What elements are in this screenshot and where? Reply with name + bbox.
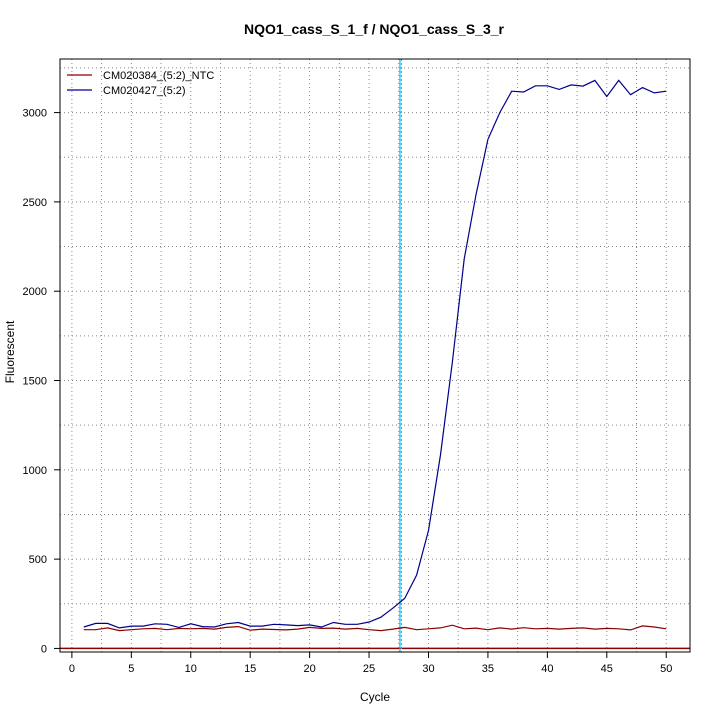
legend-label-2: CM020427_(5:2) [103, 85, 186, 97]
x-axis-ticks: 0 5 10 15 20 25 30 35 40 45 50 [69, 652, 672, 675]
x-tick-label: 45 [601, 663, 613, 675]
y-tick-label: 2500 [23, 197, 47, 209]
chart-title: NQO1_cass_S_1_f / NQO1_cass_S_3_r [244, 21, 505, 37]
x-axis-label: Cycle [360, 690, 390, 704]
x-tick-label: 5 [128, 663, 134, 675]
y-tick-label: 1500 [23, 376, 47, 388]
y-tick-label: 0 [41, 643, 47, 655]
x-tick-label: 35 [482, 663, 494, 675]
series-line-1 [83, 624, 667, 632]
series-line-2 [83, 79, 667, 629]
y-tick-label: 3000 [23, 108, 47, 120]
cycle-marker-line-group [399, 59, 402, 652]
x-tick-label: 30 [422, 663, 434, 675]
y-axis-ticks: 0 500 1000 1500 2000 2500 3000 [23, 108, 60, 655]
legend-label-1: CM020384_(5:2)_NTC [103, 70, 214, 82]
y-tick-label: 2000 [23, 286, 47, 298]
legend: CM020384_(5:2)_NTC CM020427_(5:2) [67, 70, 214, 97]
series-lines [83, 79, 667, 632]
y-tick-label: 500 [29, 554, 47, 566]
x-tick-label: 15 [244, 663, 256, 675]
plot-frame [59, 58, 691, 653]
x-tick-label: 20 [303, 663, 315, 675]
x-tick-label: 40 [541, 663, 553, 675]
x-tick-label: 10 [185, 663, 197, 675]
y-tick-label: 1000 [23, 465, 47, 477]
x-tick-label: 25 [363, 663, 375, 675]
x-tick-label: 50 [660, 663, 672, 675]
grid-lines [60, 59, 690, 652]
y-axis-label: Fluorescent [3, 320, 17, 383]
x-tick-label: 0 [69, 663, 75, 675]
